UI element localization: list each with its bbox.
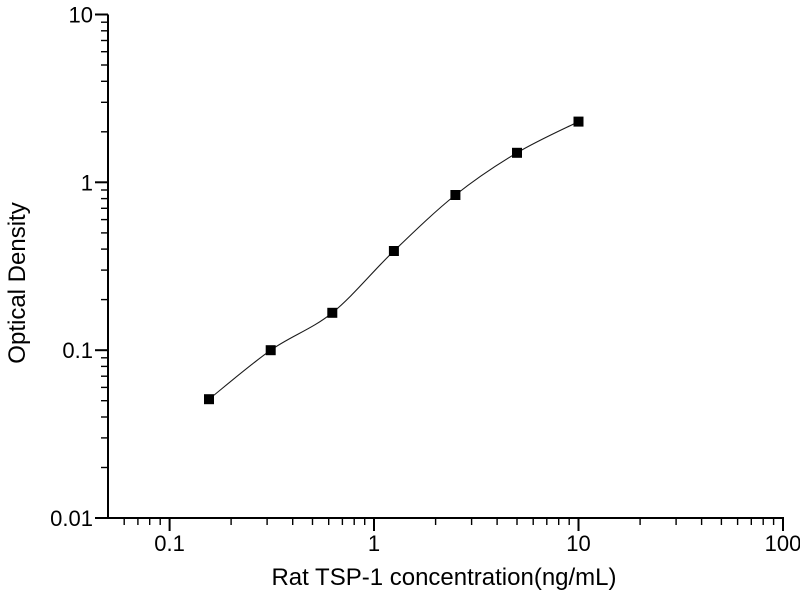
data-point-marker (265, 345, 276, 356)
x-axis-title: Rat TSP-1 concentration(ng/mL) (271, 564, 616, 591)
data-point-marker (512, 147, 522, 158)
data-point-marker (573, 116, 584, 127)
x-tick-label: 100 (765, 531, 800, 556)
x-tick-label: 10 (566, 531, 590, 556)
y-tick-label: 0.01 (50, 506, 93, 531)
data-point-marker (388, 246, 399, 256)
y-tick-label: 0.1 (62, 338, 93, 363)
x-tick-label: 0.1 (154, 531, 185, 556)
data-point-marker (450, 190, 461, 200)
y-tick-label: 1 (81, 170, 93, 195)
data-point-marker (204, 394, 214, 405)
y-axis-title: Optical Density (4, 202, 31, 363)
data-point-marker (327, 307, 338, 318)
standard-curve-line (208, 121, 579, 400)
x-tick-label: 1 (368, 531, 380, 556)
y-tick-label: 10 (69, 3, 93, 28)
